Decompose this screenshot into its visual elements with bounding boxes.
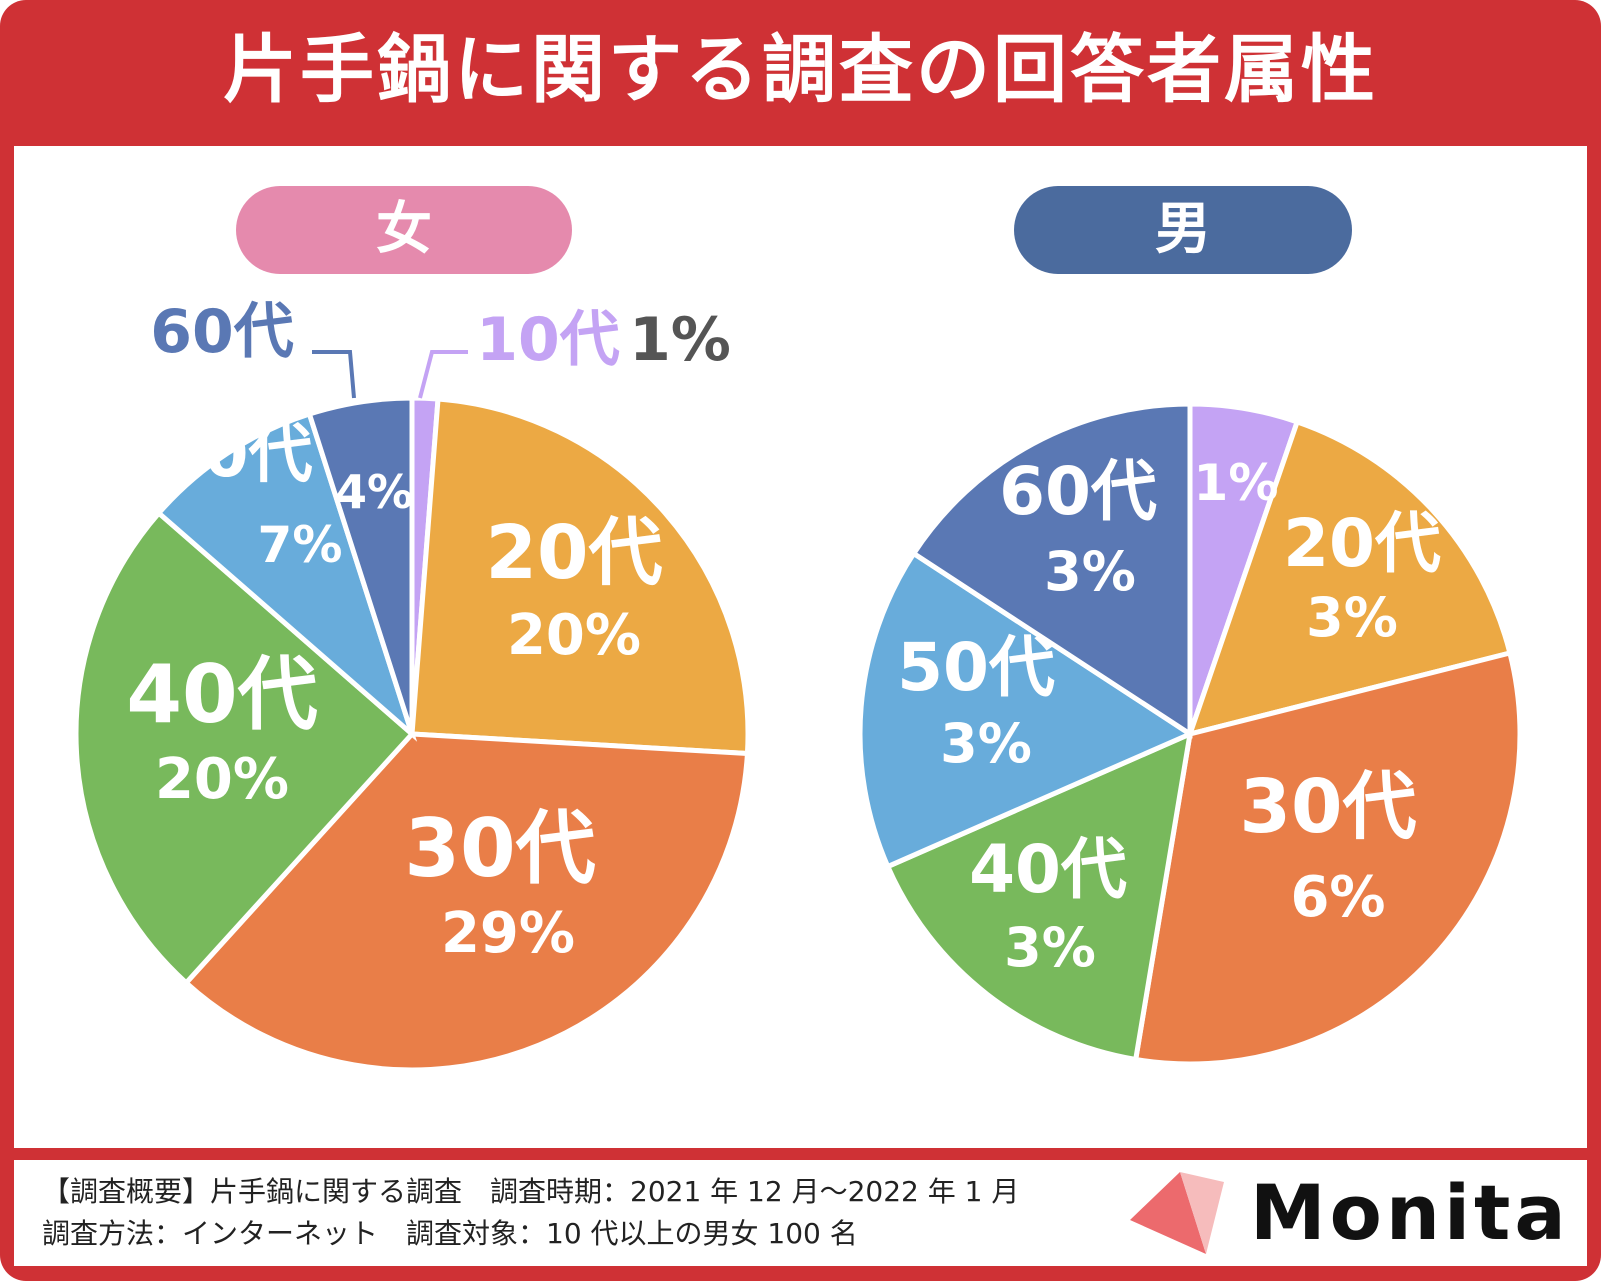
pie-male-slice-50代 (857, 550, 1196, 870)
page-title: 片手鍋に関する調査の回答者属性 (223, 27, 1378, 113)
pie-female-pct-60代: 4% (335, 465, 413, 519)
pie-male-slice-40代 (884, 729, 1194, 1063)
pie-male-pct-50代: 3% (940, 712, 1032, 775)
pie-female-label-60代: 60代 (150, 297, 294, 367)
pie-male-label-10代: 10代 (1190, 351, 1334, 421)
logo-text: Monita (1250, 1168, 1570, 1257)
pie-male-slice-60代 (910, 401, 1193, 739)
pie-female-leader-60代 (312, 350, 356, 399)
footer: 【調査概要】片手鍋に関する調査 調査時期：2021 年 12 月～2022 年 … (14, 1160, 1587, 1266)
pie-female-label-40代: 40代 (126, 648, 317, 741)
pie-male-pct-60代: 3% (1044, 540, 1136, 603)
pie-female-pct-30代: 29% (441, 901, 575, 966)
female-badge: 女 性 (236, 186, 572, 350)
pie-female-label-20代: 20代 (486, 510, 663, 596)
pie-male-slice-20代 (1186, 418, 1513, 738)
pie-female-slice-40代 (73, 509, 416, 987)
male-badge: 男 性 (1014, 186, 1352, 350)
pie-male-pct-40代: 3% (1004, 916, 1096, 979)
pie-male-label-50代: 50代 (897, 629, 1055, 706)
pie-male-label-60代: 60代 (999, 453, 1157, 530)
pie-female-label-10代: 10代 (476, 305, 620, 375)
pie-female-pct-50代: 7% (258, 516, 343, 574)
pie-male-slice-30代 (1132, 649, 1523, 1067)
pie-female-slice-60代 (306, 395, 415, 735)
pie-female-slice-20代 (409, 396, 751, 757)
pie-male-pct-20代: 3% (1306, 586, 1398, 649)
pie-male-pct-30代: 6% (1290, 865, 1385, 930)
pie-female-label-30代: 30代 (404, 802, 595, 895)
pie-female-pct-10代: 1% (629, 305, 731, 375)
pie-female-leader-10代 (418, 350, 468, 399)
pie-female-pct-20代: 20% (507, 603, 641, 668)
triangle-logo-icon (1130, 1172, 1224, 1254)
pie-female-slice-50代 (155, 410, 418, 742)
footer-method-line: 調査方法：インターネット 調査対象：10 代以上の男女 100 名 (42, 1217, 858, 1250)
pie-female-slice-30代 (182, 731, 751, 1073)
pie-male-pct-10代: 1% (1194, 454, 1279, 512)
pie-female-label-50代: 50代 (159, 418, 312, 492)
footer-summary-line: 【調査概要】片手鍋に関する調査 調査時期：2021 年 12 月～2022 年 … (42, 1175, 1020, 1208)
pie-female-pct-40代: 20% (155, 747, 289, 812)
pie-male-label-40代: 40代 (969, 831, 1127, 908)
pie-male-label-20代: 20代 (1283, 505, 1441, 582)
pie-male-label-30代: 30代 (1240, 764, 1417, 850)
